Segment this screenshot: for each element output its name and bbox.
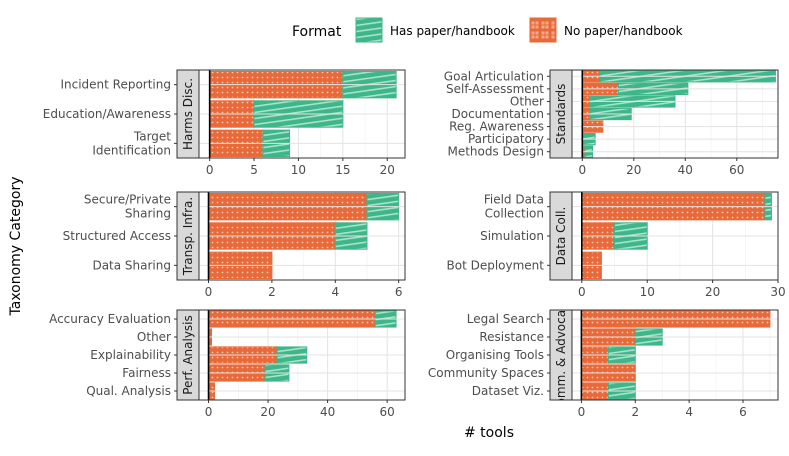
category-label: Qual. Analysis (86, 384, 171, 398)
category-label: Data Sharing (92, 258, 171, 272)
x-tick-label: 0 (205, 285, 213, 299)
x-tick-label: 20 (705, 285, 720, 299)
strip-background (176, 69, 200, 159)
strip-label: Transp. Infra. (181, 197, 195, 276)
category-label: Reg. Awareness (449, 120, 544, 134)
category-label: Self-Assessment (446, 82, 544, 96)
category-label: Structured Access (63, 229, 171, 243)
legend-swatch-has-paper (355, 17, 383, 43)
strip-background (549, 191, 573, 281)
x-tick-label: 0 (205, 405, 213, 419)
category-label: Field Data (484, 193, 544, 207)
x-tick-label: 10 (640, 285, 655, 299)
category-label: Explainability (90, 348, 171, 362)
x-tick-label: 30 (770, 285, 785, 299)
panel-comm-advocacy: Dataset Viz. Community Spaces Organising T… (428, 296, 779, 419)
category-label: Sharing (125, 207, 171, 221)
category-label: Resistance (479, 330, 544, 344)
x-tick-label: 6 (395, 285, 403, 299)
x-tick-label: 0 (578, 285, 586, 299)
category-label: Incident Reporting (60, 78, 171, 92)
category-label: Target (133, 129, 171, 143)
category-label: Secure/Private (84, 193, 171, 207)
legend-label-has-paper: Has paper/handbook (390, 24, 515, 38)
strip-background (176, 309, 200, 401)
x-tick-label: 10 (291, 163, 306, 177)
x-tick-label: 40 (320, 405, 335, 419)
x-tick-label: 60 (379, 405, 394, 419)
panel-transp-infra: Data Sharing Structured Access Secure/Priv… (63, 191, 406, 299)
x-tick-label: 6 (739, 405, 747, 419)
x-tick-label: 0 (578, 405, 586, 419)
x-tick-label: 15 (335, 163, 350, 177)
category-label: Fairness (122, 366, 171, 380)
strip-label: Data Coll. (554, 207, 568, 266)
x-tick-label: 20 (380, 163, 395, 177)
category-label: Community Spaces (428, 366, 544, 380)
category-label: Education/Awareness (43, 107, 171, 121)
category-label: Legal Search (467, 312, 544, 326)
category-label: Bot Deployment (447, 258, 545, 272)
strip-label: Comm. & Advocacy (554, 296, 568, 414)
x-tick-label: 2 (631, 405, 639, 419)
panel-data-coll: Bot Deployment Simulation Field DataCollec… (447, 191, 786, 299)
category-label: Collection (485, 207, 544, 221)
x-tick-label: 2 (268, 285, 276, 299)
x-tick-label: 4 (331, 285, 339, 299)
legend-swatch-no-paper (529, 17, 557, 43)
strip-background (176, 191, 200, 281)
x-tick-label: 0 (206, 163, 214, 177)
strip-label: Perf. Analysis (181, 315, 195, 395)
category-label: Other (137, 330, 171, 344)
category-label: Organising Tools (446, 348, 544, 362)
category-label: Methods Design (447, 145, 544, 159)
panel-perf-analysis: Qual. Analysis Fairness Explainability Othe… (49, 309, 406, 419)
category-label: Goal Articulation (444, 69, 544, 83)
category-label: Simulation (480, 229, 544, 243)
x-tick-label: 60 (729, 163, 744, 177)
x-tick-label: 20 (260, 405, 275, 419)
category-label: Other (510, 94, 544, 108)
x-tick-label: 40 (678, 163, 693, 177)
strip-background (549, 69, 573, 159)
legend-title: Format (292, 24, 342, 40)
category-label: Documentation (451, 107, 544, 121)
category-label: Identification (92, 143, 171, 157)
y-axis-title: Taxonomy Category (8, 177, 24, 317)
x-axis-title: # tools (464, 425, 514, 441)
legend: Format Has paper/handbook No paper/handb… (292, 17, 683, 43)
category-label: Participatory (468, 132, 544, 146)
strip-label: Standards (554, 84, 568, 145)
x-tick-label: 4 (685, 405, 693, 419)
category-label: Dataset Viz. (472, 384, 544, 398)
x-tick-label: 20 (626, 163, 641, 177)
strip-background (549, 309, 573, 401)
legend-label-no-paper: No paper/handbook (564, 24, 683, 38)
x-tick-label: 5 (250, 163, 258, 177)
x-tick-label: 0 (578, 163, 586, 177)
category-label: Accuracy Evaluation (49, 312, 171, 326)
strip-label: Harms Disc. (181, 78, 195, 150)
